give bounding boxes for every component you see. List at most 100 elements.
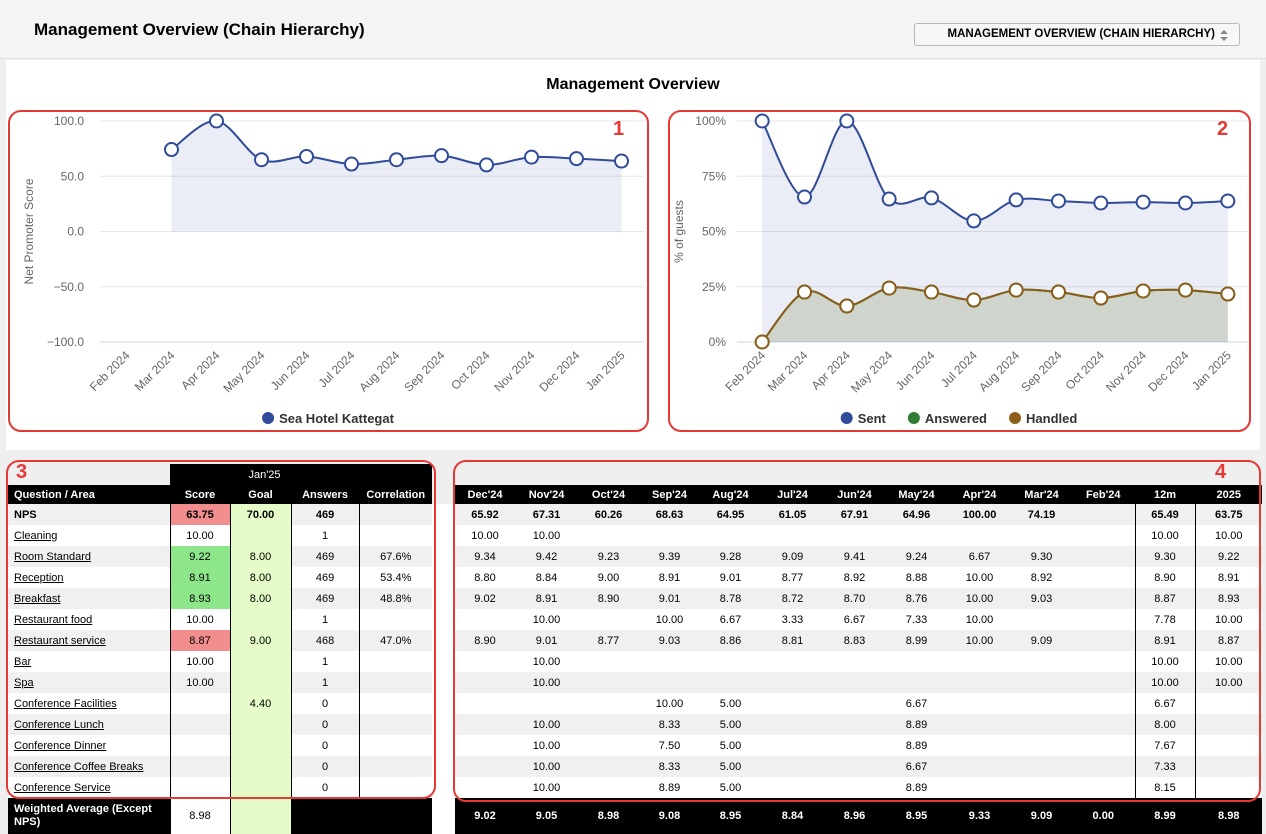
y-axis-title: % of guests (672, 200, 686, 263)
table-cell: 8.89 (885, 714, 949, 735)
data-point (1178, 195, 1193, 211)
x-tick-label: Oct 2024 (1063, 348, 1108, 393)
row-link[interactable]: Conference Dinner (14, 739, 107, 752)
table-cell (229, 609, 291, 630)
row-link[interactable]: Conference Facilities (14, 697, 117, 710)
data-point (1135, 194, 1151, 210)
x-tick-label: Nov 2024 (1103, 348, 1149, 394)
table-cell (948, 777, 1012, 798)
table-cell (639, 525, 701, 546)
table-cell (1011, 651, 1073, 672)
legend: Sea Hotel Kattegat (262, 411, 395, 426)
gap-cell (432, 651, 456, 672)
table-cell (1194, 777, 1263, 798)
table-cell (824, 693, 886, 714)
row-name-cell: Restaurant service (8, 630, 170, 651)
table-row: Spa 10.00 1 10.00 10.00 10.00 (8, 672, 1263, 693)
table-cell: 10.00 (948, 567, 1012, 588)
table-cell: 10.00 (1194, 525, 1263, 546)
series-area (762, 120, 1228, 343)
table-cell (455, 609, 516, 630)
table-cell (1011, 777, 1073, 798)
table-cell: 8.90 (455, 630, 516, 651)
points (164, 113, 629, 173)
x-tick-label: Dec 2024 (1145, 348, 1191, 394)
x-tick-label: Jan 2025 (583, 348, 628, 393)
table-cell (948, 756, 1012, 777)
table-cell: 1 (290, 609, 360, 630)
table-cell (358, 525, 433, 546)
points (754, 113, 1236, 350)
table-cell: 8.92 (1011, 567, 1073, 588)
table-cell: 8.90 (1134, 567, 1196, 588)
y-tick-label: 50.0 (61, 169, 85, 183)
footer-cell: 8.84 (761, 798, 825, 834)
table-cell (1072, 525, 1136, 546)
table-cell (578, 525, 640, 546)
column-header: Nov'24 (515, 485, 579, 504)
data-point (1220, 193, 1236, 209)
table-cell: 0 (290, 714, 360, 735)
blank-cell (761, 464, 824, 485)
row-link[interactable]: Spa (14, 676, 34, 689)
marker: 2 (1217, 118, 1229, 140)
table-cell (229, 525, 291, 546)
table-cell: 65.49 (1134, 504, 1196, 525)
table-cell: 8.00 (229, 588, 291, 609)
row-link[interactable]: Conference Lunch (14, 718, 104, 731)
table-cell: 8.91 (639, 567, 701, 588)
table-cell (1072, 567, 1136, 588)
table-cell (1072, 504, 1136, 525)
x-tick-label: Aug 2024 (356, 348, 402, 394)
table-cell: 5.00 (700, 756, 762, 777)
row-link[interactable]: Restaurant food (14, 613, 93, 626)
gap-cell (432, 464, 455, 485)
view-dropdown[interactable]: MANAGEMENT OVERVIEW (CHAIN HIERARCHY) (914, 23, 1240, 46)
row-link[interactable]: Cleaning (14, 529, 58, 542)
y-tick-label: 100.0 (54, 114, 84, 128)
legend-label: Sent (858, 411, 887, 426)
table-cell (229, 735, 291, 756)
table-cell: 10.00 (515, 672, 579, 693)
table-cell: 0 (290, 756, 360, 777)
data-point (344, 156, 359, 172)
table-cell (824, 756, 886, 777)
legend-marker (840, 412, 853, 424)
table-cell: 10.00 (515, 525, 579, 546)
blank-cell (578, 464, 639, 485)
table-cell: 8.15 (1134, 777, 1196, 798)
row-link[interactable]: Restaurant service (14, 634, 106, 647)
footer-label: Weighted Average (Except NPS) (8, 798, 170, 834)
table-cell: 10.00 (1194, 672, 1263, 693)
row-name-cell: Breakfast (8, 588, 170, 609)
gap-cell (432, 504, 456, 525)
table-cell (1011, 609, 1073, 630)
table-cell: 8.89 (639, 777, 701, 798)
table-cell (1072, 735, 1136, 756)
row-link[interactable]: Breakfast (14, 592, 61, 605)
row-link[interactable]: Bar (14, 655, 32, 668)
table-cell: 1 (290, 525, 360, 546)
table-cell: 9.30 (1011, 546, 1073, 567)
gap-cell (432, 546, 456, 567)
x-tick-label: Jul 2024 (316, 348, 358, 390)
row-name-cell: Reception (8, 567, 170, 588)
row-name-cell: NPS (8, 504, 170, 525)
table-cell: 10.00 (639, 693, 701, 714)
table-cell: 7.78 (1134, 609, 1196, 630)
table-cell (358, 693, 433, 714)
row-link[interactable]: Room Standard (14, 550, 92, 563)
series-area (762, 287, 1228, 342)
table-cell (229, 651, 291, 672)
table-cell (358, 504, 433, 525)
row-link[interactable]: Conference Service (14, 781, 111, 794)
table-cell: 10.00 (1194, 609, 1263, 630)
footer-cell: 8.98 (1194, 798, 1263, 834)
legend-label: Sea Hotel Kattegat (279, 411, 395, 426)
group-header-row: Jan'25 (8, 464, 1262, 485)
row-link[interactable]: Conference Coffee Breaks (14, 760, 144, 773)
table-cell: 8.87 (1134, 588, 1196, 609)
table-cell: 9.22 (169, 546, 230, 567)
row-link[interactable]: Reception (14, 571, 64, 584)
table-cell: 7.33 (885, 609, 949, 630)
